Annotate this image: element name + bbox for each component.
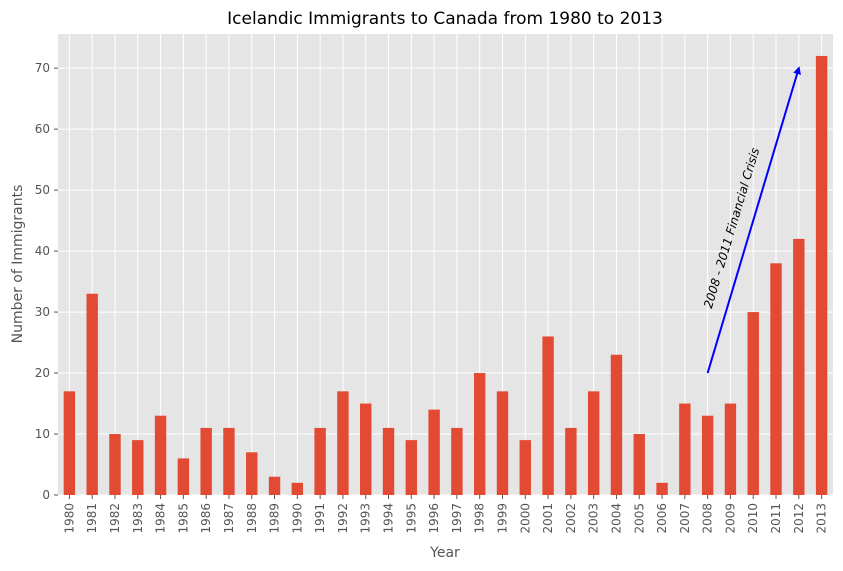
bar-2009 [724, 403, 737, 495]
bars [63, 55, 828, 495]
bar-1980 [63, 391, 76, 495]
bar-1992 [337, 391, 349, 495]
y-tick-label: 0 [42, 488, 50, 502]
bar-1995 [405, 440, 418, 495]
bar-2007 [679, 403, 691, 495]
x-tick-label: 2004 [609, 503, 623, 534]
bar-1982 [109, 434, 121, 495]
bar-1981 [86, 293, 98, 495]
x-tick-label: 1994 [382, 503, 396, 534]
bar-2005 [633, 434, 645, 495]
bar-1991 [314, 427, 326, 495]
y-tick-label: 50 [35, 183, 50, 197]
x-tick-label: 1987 [222, 503, 236, 534]
x-tick-label: 1992 [336, 503, 350, 534]
x-tick-label: 1990 [290, 503, 304, 534]
bar-2006 [656, 482, 668, 495]
y-tick-label: 20 [35, 366, 50, 380]
x-tick-label: 2005 [632, 503, 646, 534]
y-tick-label: 70 [35, 61, 50, 75]
bar-2003 [587, 391, 600, 495]
x-tick-label: 1986 [199, 503, 213, 534]
bar-1993 [360, 403, 372, 495]
x-tick-label: 1991 [313, 503, 327, 534]
bar-1996 [428, 409, 440, 495]
x-axis-label: Year [429, 545, 460, 561]
x-axis-ticks: 1980 1981 1982 1983 1984 1985 1986 1987 1988 1989… [62, 495, 829, 534]
annotation-arrow [706, 66, 801, 374]
x-tick-label: 2011 [769, 503, 783, 534]
x-tick-label: 1989 [268, 503, 282, 534]
bar-1985 [177, 458, 190, 495]
x-tick-label: 2001 [541, 503, 555, 534]
x-tick-label: 1993 [359, 503, 373, 534]
bar-2008 [701, 415, 714, 495]
x-tick-label: 2002 [564, 503, 578, 534]
bar-2011 [770, 263, 782, 495]
x-tick-label: 1984 [154, 503, 168, 534]
bar-1984 [154, 415, 167, 495]
bar-1986 [200, 427, 212, 495]
y-tick-label: 60 [35, 122, 50, 136]
bar-2012 [793, 238, 805, 495]
x-tick-label: 1999 [495, 503, 509, 534]
y-axis-ticks: 0 10 20 30 40 50 60 70 [35, 61, 58, 502]
bar-1988 [246, 452, 258, 495]
bar-1994 [382, 427, 395, 495]
x-tick-label: 2000 [518, 503, 532, 534]
x-tick-label: 1982 [108, 503, 122, 534]
x-tick-label: 1997 [450, 503, 464, 534]
bar-1989 [268, 476, 281, 495]
bar-2013 [815, 55, 828, 495]
x-tick-label: 1985 [176, 503, 190, 534]
x-tick-label: 1980 [62, 503, 76, 534]
x-tick-label: 2012 [792, 503, 806, 534]
bar-1987 [223, 427, 235, 495]
x-tick-label: 1998 [473, 503, 487, 534]
bar-1997 [451, 427, 463, 495]
x-tick-label: 2010 [746, 503, 760, 534]
bar-1990 [291, 482, 304, 495]
bar-2002 [565, 427, 577, 495]
x-tick-label: 2007 [678, 503, 692, 534]
x-tick-label: 1988 [245, 503, 259, 534]
bar-2004 [610, 354, 623, 495]
bar-1999 [496, 391, 509, 495]
bar-2001 [542, 336, 554, 495]
x-tick-label: 2008 [701, 503, 715, 534]
x-tick-label: 1983 [131, 503, 145, 534]
x-tick-label: 2009 [723, 503, 737, 534]
x-tick-label: 1981 [85, 503, 99, 534]
y-axis-label: Number of Immigrants [10, 185, 26, 344]
x-tick-label: 2006 [655, 503, 669, 534]
x-tick-label: 2013 [815, 503, 829, 534]
chart-title: Icelandic Immigrants to Canada from 1980… [227, 9, 663, 29]
x-tick-label: 2003 [587, 503, 601, 534]
bar-1998 [473, 373, 486, 495]
bar-2010 [747, 312, 759, 495]
x-tick-label: 1995 [404, 503, 418, 534]
x-tick-label: 1996 [427, 503, 441, 534]
y-tick-label: 30 [35, 305, 50, 319]
bar-1983 [132, 440, 144, 495]
y-tick-label: 10 [35, 427, 50, 441]
y-tick-label: 40 [35, 244, 50, 258]
bar-2000 [519, 440, 531, 495]
